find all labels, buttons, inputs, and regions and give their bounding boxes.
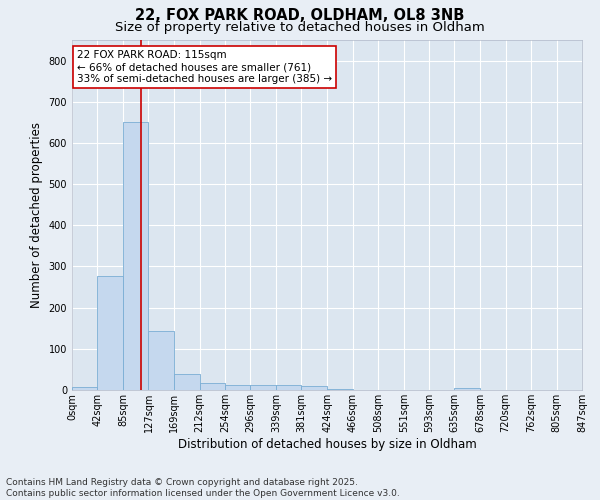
Bar [200,382,225,390]
Bar [276,385,301,390]
Y-axis label: Number of detached properties: Number of detached properties [30,122,43,308]
Text: Size of property relative to detached houses in Oldham: Size of property relative to detached ho… [115,21,485,34]
Bar [72,386,97,390]
Bar [225,384,250,390]
Text: 22 FOX PARK ROAD: 115sqm
← 66% of detached houses are smaller (761)
33% of semi-: 22 FOX PARK ROAD: 115sqm ← 66% of detach… [77,50,332,84]
Bar [97,276,123,390]
Bar [454,388,480,390]
Bar [328,389,353,390]
Bar [148,331,174,390]
Bar [174,374,200,390]
X-axis label: Distribution of detached houses by size in Oldham: Distribution of detached houses by size … [178,438,476,450]
Bar [123,122,148,390]
Bar [301,386,328,390]
Text: 22, FOX PARK ROAD, OLDHAM, OL8 3NB: 22, FOX PARK ROAD, OLDHAM, OL8 3NB [136,8,464,22]
Text: Contains HM Land Registry data © Crown copyright and database right 2025.
Contai: Contains HM Land Registry data © Crown c… [6,478,400,498]
Bar [250,385,276,390]
